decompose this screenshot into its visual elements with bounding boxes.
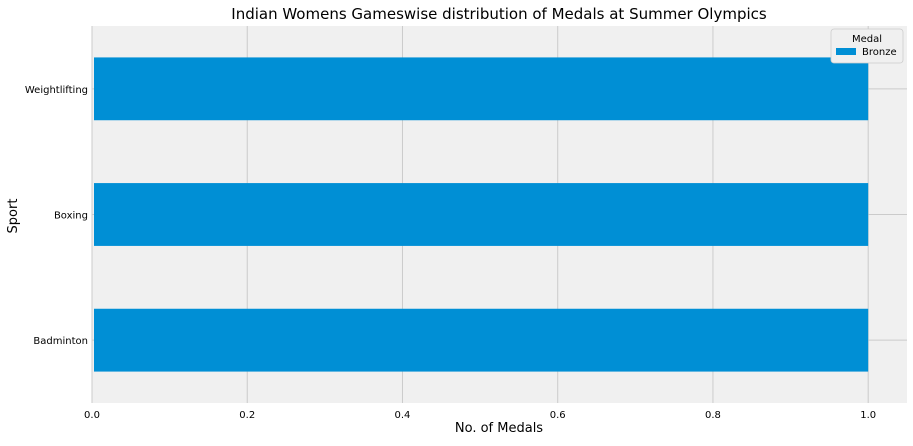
y-tick-label: Boxing xyxy=(54,211,88,222)
x-tick-label: 0.2 xyxy=(239,410,255,421)
legend-swatch xyxy=(836,48,856,55)
x-tick-label: 0.8 xyxy=(705,410,721,421)
legend-title: Medal xyxy=(852,34,882,45)
x-tick-labels: 0.0 0.2 0.4 0.6 0.8 1.0 xyxy=(84,410,876,421)
y-tick-label: Badminton xyxy=(33,336,88,347)
x-axis-label: No. of Medals xyxy=(455,421,543,436)
legend: Medal Bronze xyxy=(830,28,904,64)
bar xyxy=(94,57,869,121)
x-tick-label: 0.0 xyxy=(84,410,100,421)
x-tick-label: 0.6 xyxy=(550,410,566,421)
y-tick-labels: Badminton Boxing Weightlifting xyxy=(25,85,88,347)
bars xyxy=(94,57,869,372)
x-tick-label: 0.4 xyxy=(395,410,411,421)
chart-title: Indian Womens Gameswise distribution of … xyxy=(231,5,767,23)
x-tick-label: 1.0 xyxy=(860,410,876,421)
bar xyxy=(94,183,869,246)
y-axis-label: Sport xyxy=(6,199,21,234)
bar xyxy=(94,308,869,372)
legend-label: Bronze xyxy=(862,47,897,58)
y-tick-label: Weightlifting xyxy=(25,85,88,96)
